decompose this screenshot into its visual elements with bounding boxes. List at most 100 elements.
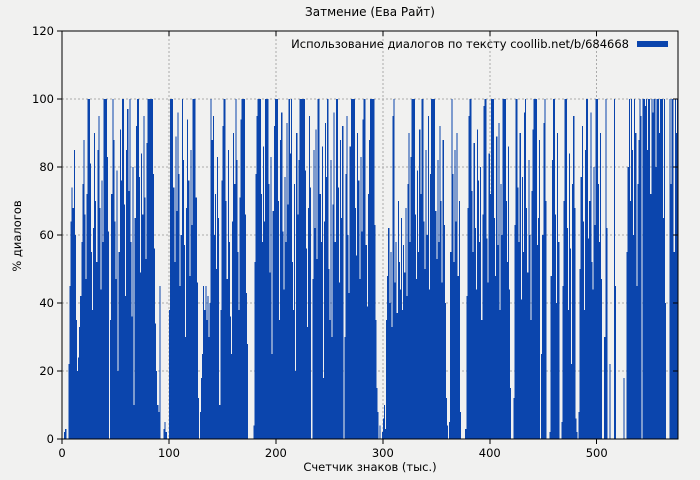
bar	[298, 160, 300, 439]
bar	[368, 139, 370, 440]
bar	[499, 309, 501, 439]
bar	[128, 190, 130, 439]
bar	[102, 241, 104, 439]
bar	[114, 221, 116, 439]
bar	[422, 99, 424, 439]
bar	[103, 99, 105, 439]
bar	[156, 371, 158, 439]
bar	[424, 269, 426, 439]
bar	[652, 112, 654, 439]
bar	[383, 405, 385, 439]
bar	[453, 262, 455, 439]
bar	[172, 99, 174, 439]
bar	[637, 184, 639, 439]
bar	[425, 150, 427, 439]
bar	[534, 99, 536, 439]
bar	[99, 207, 101, 439]
bar	[655, 167, 657, 439]
bar	[645, 99, 647, 439]
bar	[256, 116, 258, 439]
bar	[91, 309, 94, 439]
bar	[283, 289, 285, 439]
bar	[232, 221, 234, 439]
bar	[279, 320, 281, 439]
bar	[351, 99, 353, 439]
bar	[581, 126, 583, 439]
bar	[334, 241, 336, 439]
bar	[382, 418, 384, 439]
bar	[593, 167, 595, 439]
bar	[496, 136, 498, 439]
bar	[226, 279, 228, 439]
bar	[588, 238, 590, 439]
bar	[301, 99, 303, 439]
y-axis-label: % диалогов	[10, 200, 24, 272]
bar	[485, 99, 487, 439]
bar	[98, 116, 100, 439]
bar	[672, 99, 674, 439]
bar	[356, 255, 358, 439]
bar	[669, 99, 671, 439]
bar	[452, 173, 454, 440]
bar	[180, 235, 182, 439]
bar	[140, 272, 142, 439]
bar	[259, 99, 261, 439]
x-tick-label: 300	[372, 446, 394, 460]
bar	[468, 116, 470, 439]
bar	[255, 173, 257, 440]
legend-swatch	[637, 41, 668, 47]
bar	[575, 418, 577, 439]
bar	[429, 173, 431, 440]
bar	[303, 99, 305, 439]
bar	[479, 241, 481, 439]
bar	[305, 248, 307, 439]
bar	[441, 282, 443, 439]
bar	[178, 173, 180, 440]
bar	[482, 214, 484, 439]
bar	[487, 282, 489, 439]
bar	[402, 309, 404, 439]
bar	[557, 133, 559, 439]
y-tick-label: 60	[39, 228, 54, 242]
bar	[459, 411, 461, 439]
bar	[440, 201, 442, 439]
bar	[398, 262, 400, 439]
bar	[285, 241, 287, 439]
bar	[96, 262, 98, 439]
bar	[152, 173, 154, 440]
bar	[295, 371, 297, 439]
bar	[147, 99, 149, 439]
bar	[316, 258, 318, 439]
bar	[195, 197, 197, 439]
bar	[196, 282, 198, 439]
bar	[280, 139, 282, 440]
bar	[418, 252, 420, 439]
bar	[381, 432, 383, 439]
bar	[168, 309, 171, 439]
bar	[286, 122, 288, 440]
bar	[253, 425, 255, 439]
bar	[550, 275, 552, 439]
bar	[74, 235, 76, 439]
bar	[478, 180, 480, 439]
bar	[83, 139, 85, 440]
bar	[233, 133, 235, 439]
bar	[310, 187, 312, 439]
bar	[374, 224, 376, 439]
bar	[320, 241, 322, 439]
bar	[243, 99, 245, 439]
bar	[396, 313, 398, 439]
bar	[572, 184, 574, 439]
bar	[336, 99, 338, 439]
bar	[537, 218, 539, 439]
bar	[240, 119, 242, 440]
bar	[562, 286, 564, 439]
bar	[120, 180, 122, 439]
bar	[73, 150, 75, 439]
bar	[430, 99, 433, 439]
legend: Использование диалогов по тексту coollib…	[291, 37, 668, 51]
bar	[417, 170, 419, 439]
bar	[190, 150, 192, 439]
bar	[359, 279, 361, 439]
bar	[469, 99, 471, 439]
